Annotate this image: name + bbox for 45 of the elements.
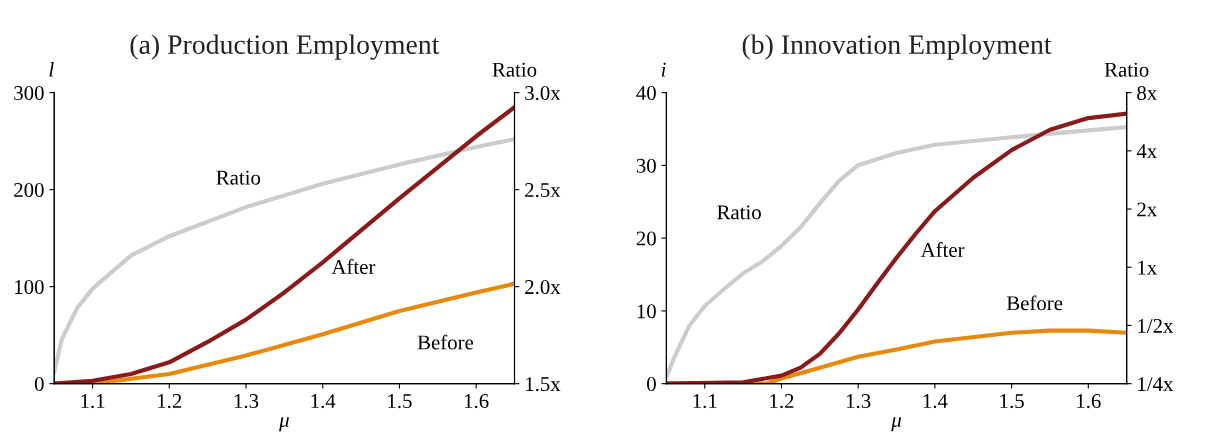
x-axis-title: μ (279, 417, 289, 432)
y2-tick-label: 4x (1136, 144, 1157, 159)
x-tick-label: 1.1 (693, 394, 717, 409)
y-tick-label: 100 (15, 280, 44, 295)
x-tick-label: 1.4 (311, 394, 336, 409)
y2-tick-label: 1.5x (526, 377, 561, 392)
series-label: Ratio (717, 205, 761, 220)
chart-title: (b) Innovation Employment (742, 34, 1052, 60)
x-tick-label: 1.1 (81, 394, 105, 409)
y-tick-label: 10 (637, 304, 656, 319)
series-label: After (331, 259, 376, 274)
x-tick-label: 1.5 (388, 394, 412, 409)
y2-tick-label: 2.5x (525, 183, 561, 198)
x-axis-title: μ (891, 417, 902, 432)
x-tick-label: 1.2 (158, 394, 182, 409)
y-tick-label: 200 (14, 183, 44, 198)
x-tick-label: 1.5 (1000, 394, 1024, 409)
y2-tick-label: 2x (1137, 202, 1157, 217)
y-tick-label: 40 (636, 85, 656, 101)
x-tick-label: 1.3 (234, 394, 259, 409)
series-label: Before (1006, 295, 1063, 311)
y2-tick-label: 1x (1138, 260, 1157, 275)
y2-axis-title: Ratio (1104, 62, 1149, 77)
series-label: After (920, 242, 965, 257)
y2-tick-label: 1/2x (1138, 318, 1174, 333)
x-tick-label: 1.6 (464, 394, 489, 409)
y2-axis-title: Ratio (492, 62, 537, 77)
y2-tick-label: 8x (1137, 85, 1157, 101)
series-label: Ratio (216, 170, 261, 185)
y-tick-label: 20 (636, 231, 656, 246)
y-tick-label: 0 (647, 377, 656, 392)
x-tick-label: 1.6 (1077, 394, 1101, 409)
series-label: Before (417, 334, 474, 350)
y2-tick-label: 1/4x (1138, 377, 1174, 392)
x-tick-label: 1.3 (846, 394, 871, 409)
y-axis-title: i (661, 62, 666, 77)
y2-tick-label: 2.0x (525, 280, 561, 295)
y-axis-title: l (49, 62, 54, 77)
chart-title: (a) Production Employment (130, 34, 440, 60)
x-tick-label: 1.2 (770, 394, 794, 409)
y-tick-label: 0 (34, 377, 44, 392)
y-tick-label: 300 (14, 85, 44, 101)
y-tick-label: 30 (636, 158, 656, 173)
y2-tick-label: 3.0x (525, 85, 561, 101)
x-tick-label: 1.4 (923, 394, 948, 409)
